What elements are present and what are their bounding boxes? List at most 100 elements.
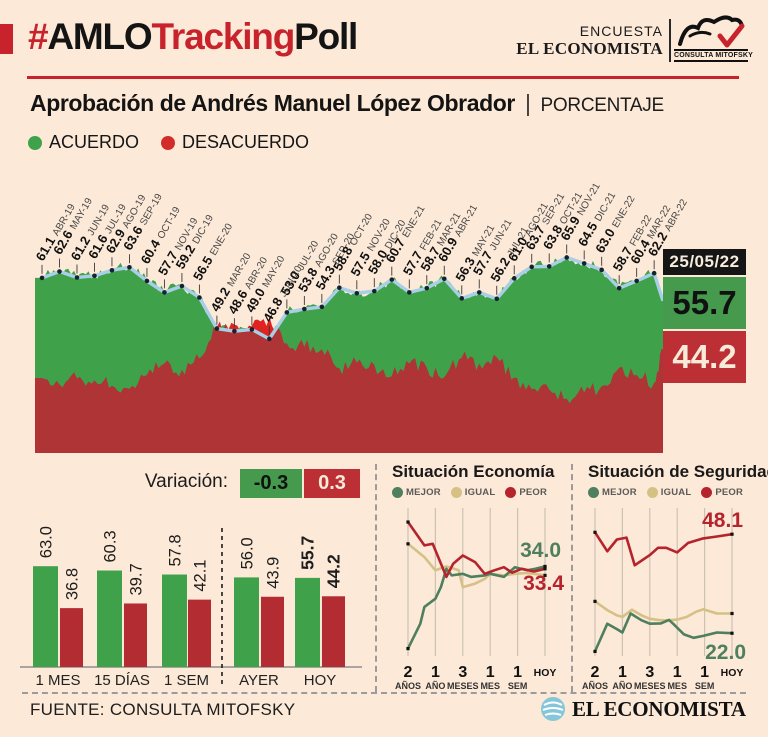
svg-text:57.7JUN-21: 57.7JUN-21 xyxy=(470,215,515,278)
svg-text:3: 3 xyxy=(645,664,654,681)
variation-label: Variación: xyxy=(144,471,228,492)
igual-label: IGUAL xyxy=(660,487,692,498)
svg-text:1 MES: 1 MES xyxy=(35,672,80,689)
footer-brand: EL ECONOMISTA xyxy=(540,696,746,722)
chart-title-text: Aprobación de Andrés Manuel López Obrado… xyxy=(30,90,515,116)
svg-text:60.7ENE-21: 60.7ENE-21 xyxy=(382,202,427,266)
footer-divider xyxy=(22,692,746,694)
svg-text:60.3: 60.3 xyxy=(102,530,120,562)
svg-text:63.0: 63.0 xyxy=(38,526,56,558)
svg-text:39.7: 39.7 xyxy=(128,563,146,595)
svg-text:34.0: 34.0 xyxy=(520,539,561,562)
legend-desacuerdo-label: DESACUERDO xyxy=(182,132,310,152)
svg-text:49.2MAR-20: 49.2MAR-20 xyxy=(208,249,254,314)
igual-dot-icon xyxy=(450,487,462,498)
peor-dot-icon xyxy=(701,487,713,498)
svg-text:55.7: 55.7 xyxy=(298,536,318,570)
svg-text:65.9NOV-21: 65.9NOV-21 xyxy=(557,179,603,243)
seguridad-legend-peor: PEOR xyxy=(701,487,743,498)
svg-text:HOY: HOY xyxy=(304,672,337,689)
svg-text:MESES: MESES xyxy=(634,681,666,691)
igual-dot-icon xyxy=(646,487,658,498)
current-date: 25/05/22 xyxy=(663,249,746,275)
seguridad-legend: MEJOR IGUAL PEOR xyxy=(588,487,743,498)
svg-text:49.0MAY-20: 49.0MAY-20 xyxy=(242,252,287,315)
svg-text:44.2: 44.2 xyxy=(324,554,344,588)
svg-text:HOY: HOY xyxy=(721,667,744,679)
title-hashtag: # xyxy=(28,16,49,57)
svg-text:54.3SEP-20: 54.3SEP-20 xyxy=(312,229,357,292)
header-divider xyxy=(669,19,671,62)
brand-line-economista: EL ECONOMISTA xyxy=(516,39,663,59)
svg-text:60.9ABR-21: 60.9ABR-21 xyxy=(435,201,480,265)
variation-desacuerdo: 0.3 xyxy=(304,469,360,498)
svg-text:48.1: 48.1 xyxy=(702,509,743,532)
svg-text:42.1: 42.1 xyxy=(192,560,210,592)
economia-legend-peor: PEOR xyxy=(505,487,547,498)
chart-title-unit: PORCENTAJE xyxy=(540,95,665,116)
svg-text:57.7FEB-21: 57.7FEB-21 xyxy=(400,215,445,278)
svg-text:63.8OCT-21: 63.8OCT-21 xyxy=(540,188,585,252)
svg-text:33.4: 33.4 xyxy=(523,572,564,595)
title-amlo: AMLO xyxy=(47,16,152,57)
main-legend: ACUERDO DESACUERDO xyxy=(28,132,309,153)
svg-text:AÑOS: AÑOS xyxy=(395,681,421,691)
svg-text:56.2JUL-21: 56.2JUL-21 xyxy=(487,223,531,284)
svg-text:48.6ABR-20: 48.6ABR-20 xyxy=(225,253,270,317)
svg-text:15 DÍAS: 15 DÍAS xyxy=(94,672,150,689)
peor-label: PEOR xyxy=(715,487,744,498)
svg-text:57.5NOV-20: 57.5NOV-20 xyxy=(347,215,393,279)
svg-text:AÑO: AÑO xyxy=(612,681,632,691)
svg-text:1: 1 xyxy=(700,664,709,681)
legend-acuerdo-label: ACUERDO xyxy=(49,132,140,152)
svg-text:53.0JUL-20: 53.0JUL-20 xyxy=(277,237,321,298)
source-credit: FUENTE: CONSULTA MITOFSKY xyxy=(30,700,296,719)
svg-text:61.1ABR-19: 61.1ABR-19 xyxy=(33,200,78,264)
svg-text:HOY: HOY xyxy=(534,667,557,679)
economia-legend-igual: IGUAL xyxy=(450,487,496,498)
footer-brand-word: EL ECONOMISTA xyxy=(572,696,746,721)
chart-title-sep: | xyxy=(524,90,531,116)
seguridad-title: Situación de Seguridad xyxy=(588,462,768,481)
mejor-label: MEJOR xyxy=(406,487,441,498)
svg-text:1: 1 xyxy=(486,664,495,681)
legend-desacuerdo: DESACUERDO xyxy=(161,132,309,153)
seguridad-legend-mejor: MEJOR xyxy=(588,487,637,498)
mitofsky-logo-icon xyxy=(678,15,745,48)
mitofsky-logo-label: CONSULTA MITOFSKY xyxy=(674,49,753,62)
current-desacuerdo-value: 44.2 xyxy=(663,331,746,383)
header-rule xyxy=(27,76,739,79)
panel-divider-left xyxy=(375,464,377,692)
svg-text:59.2DIC-19: 59.2DIC-19 xyxy=(173,211,217,272)
svg-text:1: 1 xyxy=(431,664,440,681)
svg-text:43.9: 43.9 xyxy=(265,557,283,589)
mejor-label: MEJOR xyxy=(602,487,637,498)
svg-text:64.5DIC-21: 64.5DIC-21 xyxy=(575,188,619,249)
svg-text:57.7NOV-19: 57.7NOV-19 xyxy=(155,214,201,278)
variation-acuerdo: -0.3 xyxy=(240,469,302,498)
svg-text:SEM: SEM xyxy=(508,681,528,691)
svg-text:SEM: SEM xyxy=(695,681,715,691)
economia-legend: MEJOR IGUAL PEOR xyxy=(392,487,547,498)
svg-text:AYER: AYER xyxy=(239,672,279,689)
svg-text:53.8AGO-20: 53.8AGO-20 xyxy=(295,229,341,294)
svg-text:2: 2 xyxy=(404,664,413,681)
svg-text:22.0: 22.0 xyxy=(705,641,746,664)
svg-text:3: 3 xyxy=(458,664,467,681)
svg-text:1 SEM: 1 SEM xyxy=(164,672,209,689)
svg-text:57.8: 57.8 xyxy=(167,534,185,566)
svg-text:61.6JUL-19: 61.6JUL-19 xyxy=(85,200,129,261)
current-acuerdo-value: 55.7 xyxy=(663,277,746,329)
svg-text:58.8OCT-20: 58.8OCT-20 xyxy=(330,210,375,274)
svg-text:61.2JUN-19: 61.2JUN-19 xyxy=(68,200,113,263)
svg-text:AÑOS: AÑOS xyxy=(582,681,608,691)
svg-text:MESES: MESES xyxy=(447,681,479,691)
title-tracking: Tracking xyxy=(151,16,296,57)
header-accent-bar xyxy=(0,24,13,54)
svg-text:63.0ENE-22: 63.0ENE-22 xyxy=(592,192,637,256)
title-poll: Poll xyxy=(294,16,358,57)
legend-acuerdo: ACUERDO xyxy=(28,132,139,153)
economia-legend-mejor: MEJOR xyxy=(392,487,441,498)
seguridad-legend-igual: IGUAL xyxy=(646,487,692,498)
svg-text:60.4OCT-19: 60.4OCT-19 xyxy=(138,203,183,267)
